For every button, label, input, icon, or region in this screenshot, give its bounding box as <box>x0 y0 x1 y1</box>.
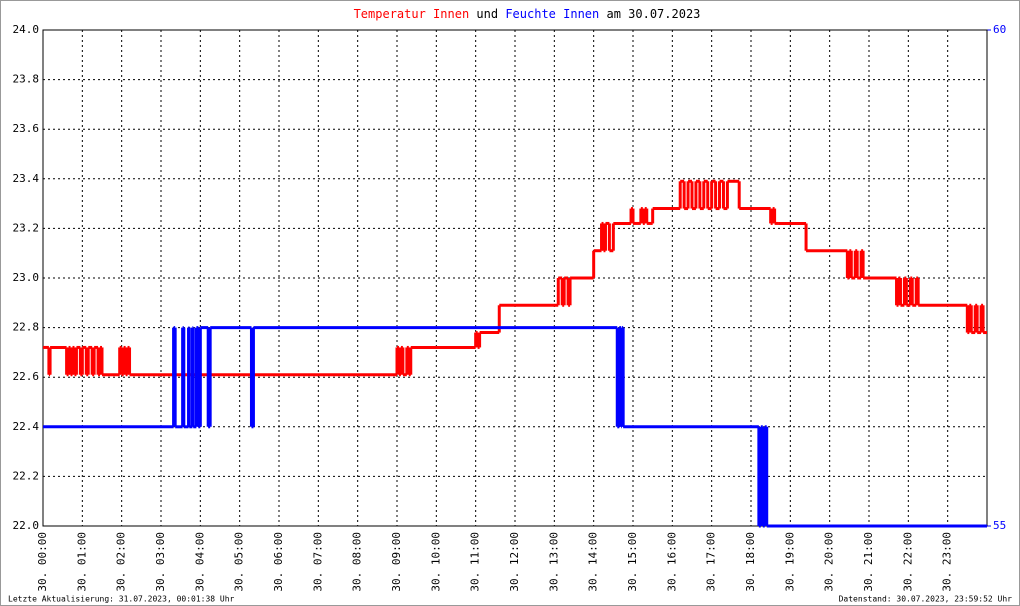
x-tick-label: 30. 09:00 <box>390 532 403 592</box>
y-tick-label: 24.0 <box>13 23 40 36</box>
x-tick-label: 30. 05:00 <box>233 532 246 592</box>
x-tick-label: 30. 10:00 <box>429 532 442 592</box>
y2-tick-label: 55 <box>993 519 1006 532</box>
title-hum: Feuchte Innen <box>505 7 599 21</box>
y-tick-label: 22.4 <box>13 420 40 433</box>
y-tick-label: 22.6 <box>13 370 40 383</box>
x-tick-label: 30. 00:00 <box>36 532 49 592</box>
x-tick-label: 30. 18:00 <box>744 532 757 592</box>
title-date: am 30.07.2023 <box>606 7 700 21</box>
x-tick-label: 30. 11:00 <box>469 532 482 592</box>
x-tick-label: 30. 04:00 <box>193 532 206 592</box>
y-tick-label: 23.0 <box>13 271 40 284</box>
x-tick-label: 30. 20:00 <box>823 532 836 592</box>
x-tick-label: 30. 17:00 <box>705 532 718 592</box>
x-tick-label: 30. 23:00 <box>941 532 954 592</box>
y-tick-label: 23.6 <box>13 122 40 135</box>
y-tick-label: 22.0 <box>13 519 40 532</box>
x-tick-label: 30. 14:00 <box>587 532 600 592</box>
footer-left: Letzte Aktualisierung: 31.07.2023, 00:01… <box>8 595 235 604</box>
x-tick-label: 30. 21:00 <box>862 532 875 592</box>
y-tick-label: 23.2 <box>13 221 40 234</box>
footer-right: Datenstand: 30.07.2023, 23:59:52 Uhr <box>839 595 1013 604</box>
x-tick-label: 30. 01:00 <box>75 532 88 592</box>
x-tick-label: 30. 03:00 <box>154 532 167 592</box>
x-tick-label: 30. 22:00 <box>901 532 914 592</box>
x-tick-label: 30. 15:00 <box>626 532 639 592</box>
y2-tick-label: 60 <box>993 23 1006 36</box>
y-tick-label: 22.8 <box>13 321 40 334</box>
x-tick-label: 30. 19:00 <box>783 532 796 592</box>
x-tick-label: 30. 06:00 <box>272 532 285 592</box>
plot-border <box>42 29 988 527</box>
chart-title: Temperatur Innen und Feuchte Innen am 30… <box>354 7 701 21</box>
title-join: und <box>476 7 498 21</box>
y-tick-label: 23.4 <box>13 172 40 185</box>
x-tick-label: 30. 12:00 <box>508 532 521 592</box>
x-tick-label: 30. 16:00 <box>665 532 678 592</box>
x-tick-label: 30. 07:00 <box>311 532 324 592</box>
x-tick-label: 30. 08:00 <box>351 532 364 592</box>
title-temp: Temperatur Innen <box>354 7 470 21</box>
y-tick-label: 23.8 <box>13 73 40 86</box>
y-tick-label: 22.2 <box>13 469 40 482</box>
x-tick-label: 30. 13:00 <box>547 532 560 592</box>
x-tick-label: 30. 02:00 <box>115 532 128 592</box>
